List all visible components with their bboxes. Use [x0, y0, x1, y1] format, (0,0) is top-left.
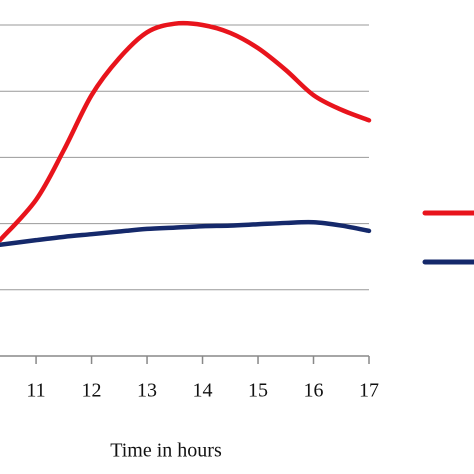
series-line [0, 20, 372, 243]
x-tick-label: 12 [82, 380, 102, 402]
x-tick-label: 15 [248, 380, 268, 402]
series-line [0, 219, 372, 248]
x-tick-label: 16 [304, 380, 324, 402]
x-tick-label: 17 [359, 380, 379, 402]
x-axis-title: Time in hours [110, 440, 222, 462]
x-tick-label: 13 [137, 380, 157, 402]
x-tick-label: 11 [26, 380, 45, 402]
x-tick-label: 14 [193, 380, 213, 402]
